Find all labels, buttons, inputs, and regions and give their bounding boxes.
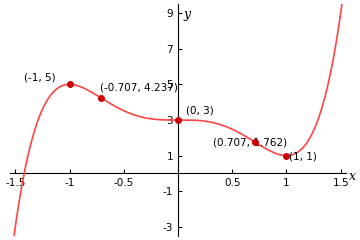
Text: (0.707, 1.762): (0.707, 1.762) <box>213 138 287 148</box>
Text: (-1, 5): (-1, 5) <box>24 72 55 83</box>
Text: (1, 1): (1, 1) <box>289 152 316 162</box>
Text: (-0.707, 4.237): (-0.707, 4.237) <box>100 82 178 92</box>
Text: x: x <box>350 170 356 183</box>
Text: y: y <box>183 8 190 21</box>
Text: (0, 3): (0, 3) <box>186 106 213 115</box>
